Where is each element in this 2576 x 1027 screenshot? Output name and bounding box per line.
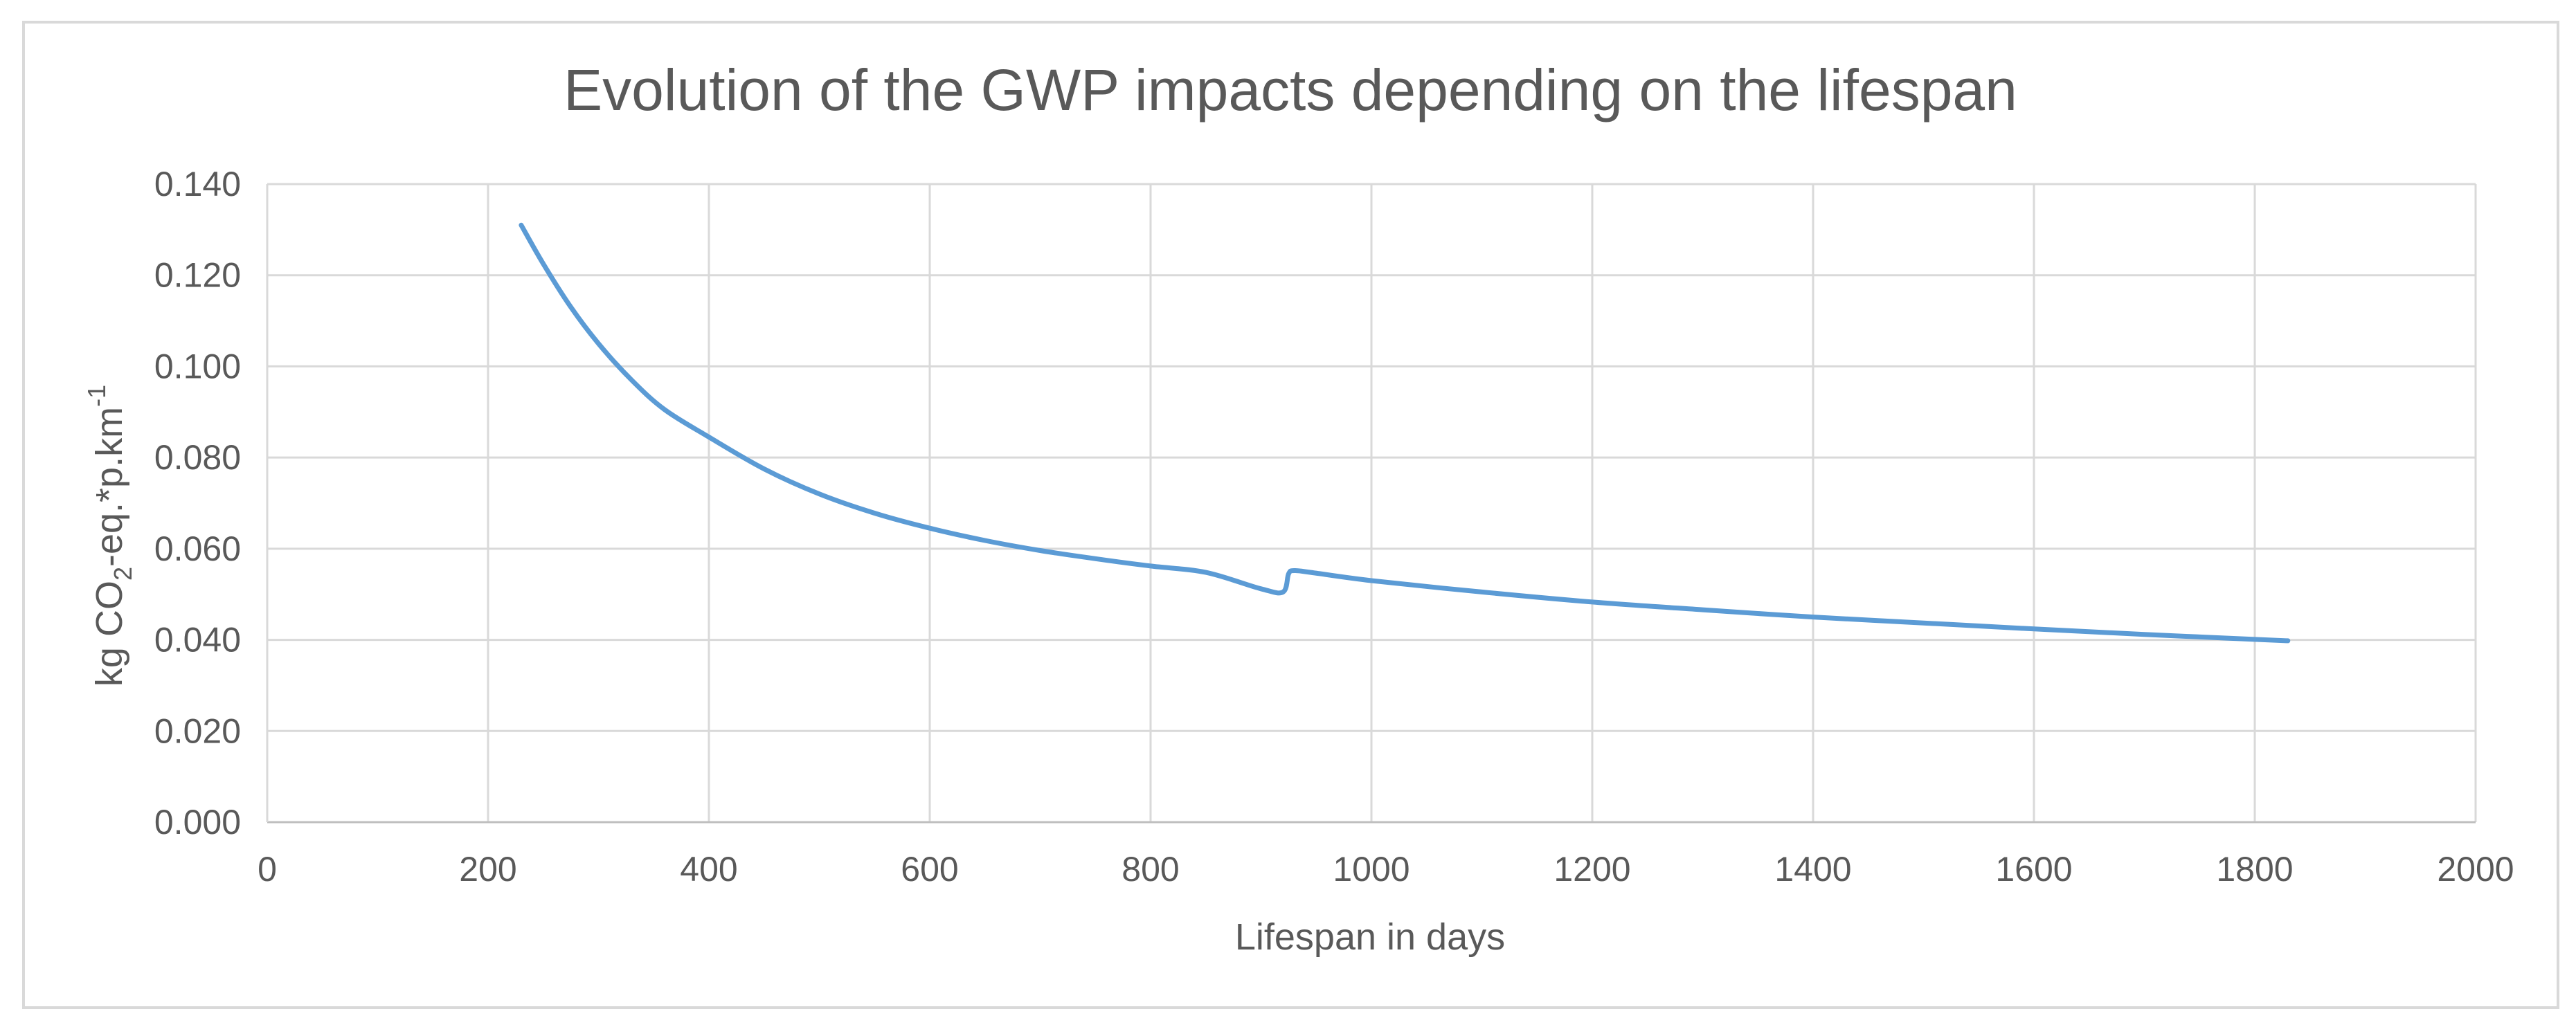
y-tick-label: 0.060	[154, 529, 241, 568]
y-axis-title-subscript: 2	[109, 567, 137, 581]
x-tick-label: 200	[459, 850, 516, 889]
y-tick-label: 0.120	[154, 256, 241, 295]
chart-svg: Evolution of the GWP impacts depending o…	[82, 57, 2514, 958]
series-layer	[519, 222, 2291, 644]
y-axis-title-superscript: -1	[82, 385, 111, 407]
y-tick-label: 0.020	[154, 711, 241, 750]
chart-title: Evolution of the GWP impacts depending o…	[564, 57, 2017, 122]
x-tick-label: 800	[1122, 850, 1179, 889]
y-tick-label: 0.140	[154, 165, 241, 203]
y-tick-label: 0.100	[154, 347, 241, 385]
tick-layer: 0.000 0.020 0.040 0.060 0.080 0.100 0.120 0.140…	[154, 165, 2514, 889]
y-axis-title-prefix: kg CO	[89, 581, 130, 687]
grid-layer	[267, 183, 2477, 822]
x-tick-label: 1600	[1995, 850, 2072, 889]
y-tick-label: 0.080	[154, 438, 241, 477]
x-tick-label: 1200	[1553, 850, 1630, 889]
x-tick-label: 2000	[2437, 850, 2514, 889]
x-tick-label: 400	[680, 850, 737, 889]
y-tick-label: 0.000	[154, 803, 241, 842]
chart-frame: Evolution of the GWP impacts depending o…	[22, 21, 2559, 1009]
x-tick-label: 1000	[1333, 850, 1409, 889]
x-tick-label: 600	[901, 850, 958, 889]
x-tick-label: 1400	[1774, 850, 1851, 889]
series-line	[519, 222, 2291, 644]
x-tick-label: 0	[258, 850, 277, 889]
y-tick-label: 0.040	[154, 621, 241, 660]
y-axis-title: kg CO2-eq.*p.km-1	[82, 385, 137, 687]
y-axis-title-middle: -eq.*p.km	[89, 407, 130, 567]
x-axis-title: Lifespan in days	[1235, 916, 1505, 958]
x-tick-label: 1800	[2216, 850, 2293, 889]
axis-layer	[266, 184, 2476, 824]
